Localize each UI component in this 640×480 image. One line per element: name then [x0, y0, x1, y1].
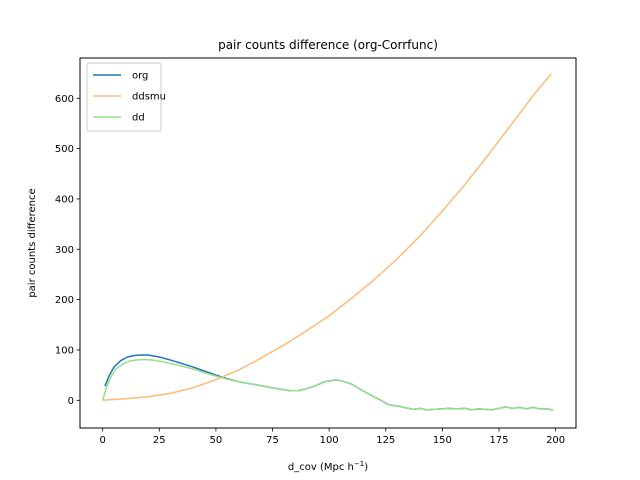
- legend-box: [86, 62, 162, 132]
- x-axis-ticks: 0 25 50 75 100 125 150 175 200: [99, 428, 565, 446]
- y-tick-label: 500: [55, 144, 74, 155]
- y-tick-label: 200: [55, 295, 74, 306]
- legend-label-dd: dd: [132, 113, 145, 124]
- legend: org ddsmu dd: [86, 62, 166, 132]
- x-axis-label: d_cov (Mpc h−1): [288, 460, 368, 473]
- legend-label-org: org: [132, 71, 148, 82]
- y-tick-label: 400: [55, 194, 74, 205]
- y-axis-label: pair counts difference: [27, 188, 38, 297]
- y-tick-label: 300: [55, 245, 74, 256]
- x-tick-label: 50: [210, 435, 223, 446]
- plot-frame: [79, 57, 577, 429]
- x-tick-label: 25: [153, 435, 166, 446]
- x-axis-label-superscript: −1: [354, 460, 364, 468]
- y-tick-label: 100: [55, 345, 74, 356]
- legend-label-ddsmu: ddsmu: [132, 92, 166, 103]
- series-line-ddsmu: [102, 73, 552, 402]
- y-tick-label: 600: [55, 94, 74, 105]
- x-tick-label: 0: [99, 435, 105, 446]
- plot-lines: [101, 73, 554, 411]
- y-tick-label: 0: [68, 396, 74, 407]
- x-tick-label: 100: [320, 435, 339, 446]
- chart-title: pair counts difference (org-Corrfunc): [218, 38, 438, 52]
- x-tick-label: 175: [489, 435, 508, 446]
- x-tick-label: 125: [376, 435, 395, 446]
- series-line-dd: [101, 358, 554, 411]
- x-tick-label: 150: [433, 435, 452, 446]
- y-axis-ticks: 0 100 200 300 400 500 600: [55, 94, 80, 407]
- x-tick-label: 75: [266, 435, 279, 446]
- x-tick-label: 200: [546, 435, 565, 446]
